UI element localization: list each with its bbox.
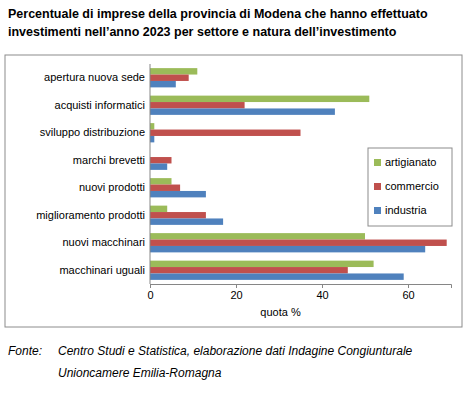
- legend-swatch: [374, 159, 381, 166]
- y-axis: apertura nuova sede acquisti informatici s…: [36, 64, 150, 284]
- chart-frame: [5, 55, 462, 327]
- title: Percentuale di imprese della provincia d…: [8, 7, 428, 39]
- bar: [150, 68, 197, 74]
- text-line: Percentuale di imprese della provincia d…: [8, 7, 428, 21]
- y-tick: marchi brevetti: [73, 154, 150, 166]
- source: Centro Studi e Statistica, elaborazione …: [58, 344, 413, 380]
- bar: [150, 81, 176, 87]
- bar: [150, 218, 223, 224]
- bar: [150, 212, 206, 218]
- y-tick-label: miglioramento prodotti: [36, 209, 145, 221]
- text-line: Centro Studi e Statistica, elaborazione …: [58, 344, 413, 358]
- bar: [150, 273, 404, 279]
- text-line: investimenti nell’anno 2023 per settore …: [8, 25, 397, 39]
- bar: [150, 191, 206, 197]
- bar: [150, 206, 167, 212]
- legend-label: artigianato: [385, 156, 436, 168]
- bar: [150, 261, 374, 267]
- y-tick-label: acquisti informatici: [55, 99, 145, 111]
- text-line: Unioncamere Emilia-Romagna: [58, 366, 222, 380]
- x-tick: 40: [316, 284, 328, 301]
- y-tick: apertura nuova sede: [44, 71, 150, 83]
- bar: [150, 240, 447, 246]
- y-tick-label: nuovi macchinari: [62, 236, 145, 248]
- bar: [150, 267, 348, 273]
- x-tick-label: 0: [147, 289, 153, 301]
- bar: [150, 96, 369, 102]
- x-tick: 60: [402, 284, 414, 301]
- bar: [150, 163, 167, 169]
- x-tick-mark: [150, 284, 151, 288]
- chart: Percentuale di imprese della provincia d…: [0, 0, 470, 394]
- bar: [150, 108, 335, 114]
- y-tick-label: apertura nuova sede: [44, 71, 145, 83]
- y-tick: nuovi macchinari: [62, 236, 150, 248]
- x-axis: 0 20 40 60: [147, 284, 451, 301]
- bar: [150, 185, 180, 191]
- legend-label: commercio: [385, 180, 439, 192]
- y-axis-line: [150, 64, 151, 284]
- x-tick: 0: [147, 284, 153, 301]
- x-tick-label: 40: [316, 289, 328, 301]
- bar: [150, 136, 154, 142]
- y-tick-label: nuovi prodotti: [79, 181, 145, 193]
- legend-swatch: [374, 207, 381, 214]
- x-tick-mark: [408, 284, 409, 288]
- x-tick: 20: [230, 284, 242, 301]
- y-tick-label: sviluppo distribuzione: [40, 126, 145, 138]
- y-tick: macchinari uguali: [59, 264, 150, 276]
- bar: [150, 130, 301, 136]
- legend-label: industria: [385, 204, 427, 216]
- bar: [150, 233, 365, 239]
- x-axis-title: quota %: [260, 306, 301, 318]
- bar: [150, 178, 172, 184]
- x-tick-mark: [322, 284, 323, 288]
- bar: [150, 102, 245, 108]
- y-tick-label: macchinari uguali: [59, 264, 145, 276]
- legend-box: [368, 148, 452, 226]
- y-tick: nuovi prodotti: [79, 181, 150, 193]
- source-label: Fonte:: [8, 344, 42, 358]
- bar: [150, 123, 154, 129]
- y-tick: miglioramento prodotti: [36, 209, 150, 221]
- bar: [150, 246, 425, 252]
- x-axis-line: [151, 285, 452, 289]
- x-tick-label: 60: [402, 289, 414, 301]
- y-tick-label: marchi brevetti: [73, 154, 145, 166]
- y-tick: sviluppo distribuzione: [40, 126, 150, 138]
- x-tick-label: 20: [230, 289, 242, 301]
- y-tick: acquisti informatici: [55, 99, 150, 111]
- x-tick-mark: [236, 284, 237, 288]
- bar: [150, 157, 172, 163]
- legend-swatch: [374, 183, 381, 190]
- bar: [150, 75, 189, 81]
- legend: artigianato commercio industria: [368, 148, 452, 226]
